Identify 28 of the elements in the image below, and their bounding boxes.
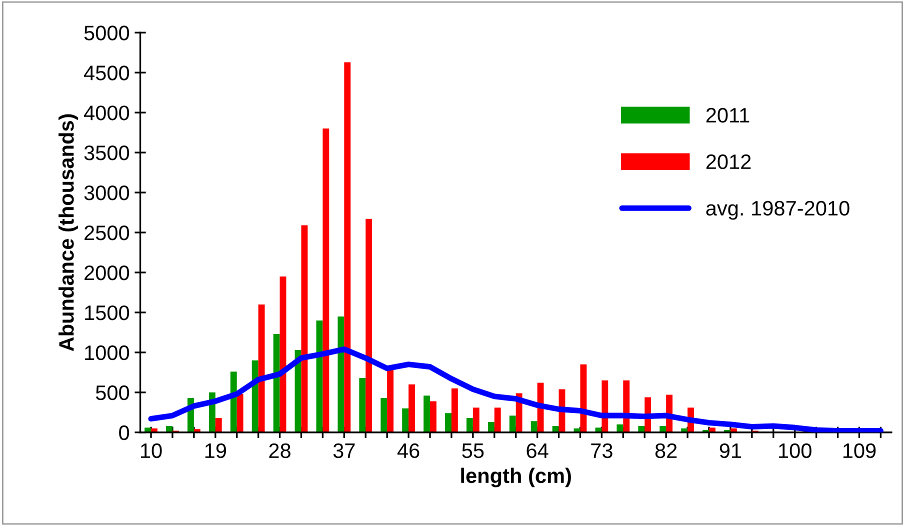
y-tick-label: 5000	[84, 26, 130, 40]
x-tick-label: 100	[779, 443, 812, 458]
x-axis-title: length (cm)	[461, 468, 571, 488]
y-tick-label: 4000	[84, 106, 130, 120]
y-tick-label: 2500	[84, 225, 130, 240]
legend-label: avg. 1987-2010	[706, 200, 850, 220]
y-tick-label: 3000	[84, 186, 130, 200]
y-tick-label: 3500	[84, 146, 130, 160]
y-axis-title: Abundance (thousands)	[58, 114, 78, 352]
x-tick-label: 55	[462, 444, 484, 458]
x-tick-label: 82	[655, 443, 677, 458]
x-tick-label: 64	[526, 443, 548, 458]
y-tick-label: 1000	[85, 345, 130, 360]
y-tick-label: 4500	[84, 66, 130, 80]
x-tick-label: 73	[591, 443, 612, 458]
legend-label: 2011	[706, 108, 750, 123]
x-tick-label: 19	[205, 443, 226, 458]
y-tick-label: 500	[96, 385, 130, 400]
x-tick-label: 28	[269, 443, 290, 458]
x-tick-label: 10	[141, 443, 162, 458]
x-tick-label: 91	[720, 443, 742, 458]
x-tick-label: 109	[843, 443, 876, 458]
y-tick-label: 2000	[84, 265, 130, 280]
x-tick-label: 46	[397, 443, 420, 458]
y-tick-label: 0	[119, 425, 130, 440]
y-tick-label: 1500	[85, 305, 130, 320]
legend-label: 2012	[706, 154, 751, 170]
x-tick-label: 37	[333, 443, 355, 458]
